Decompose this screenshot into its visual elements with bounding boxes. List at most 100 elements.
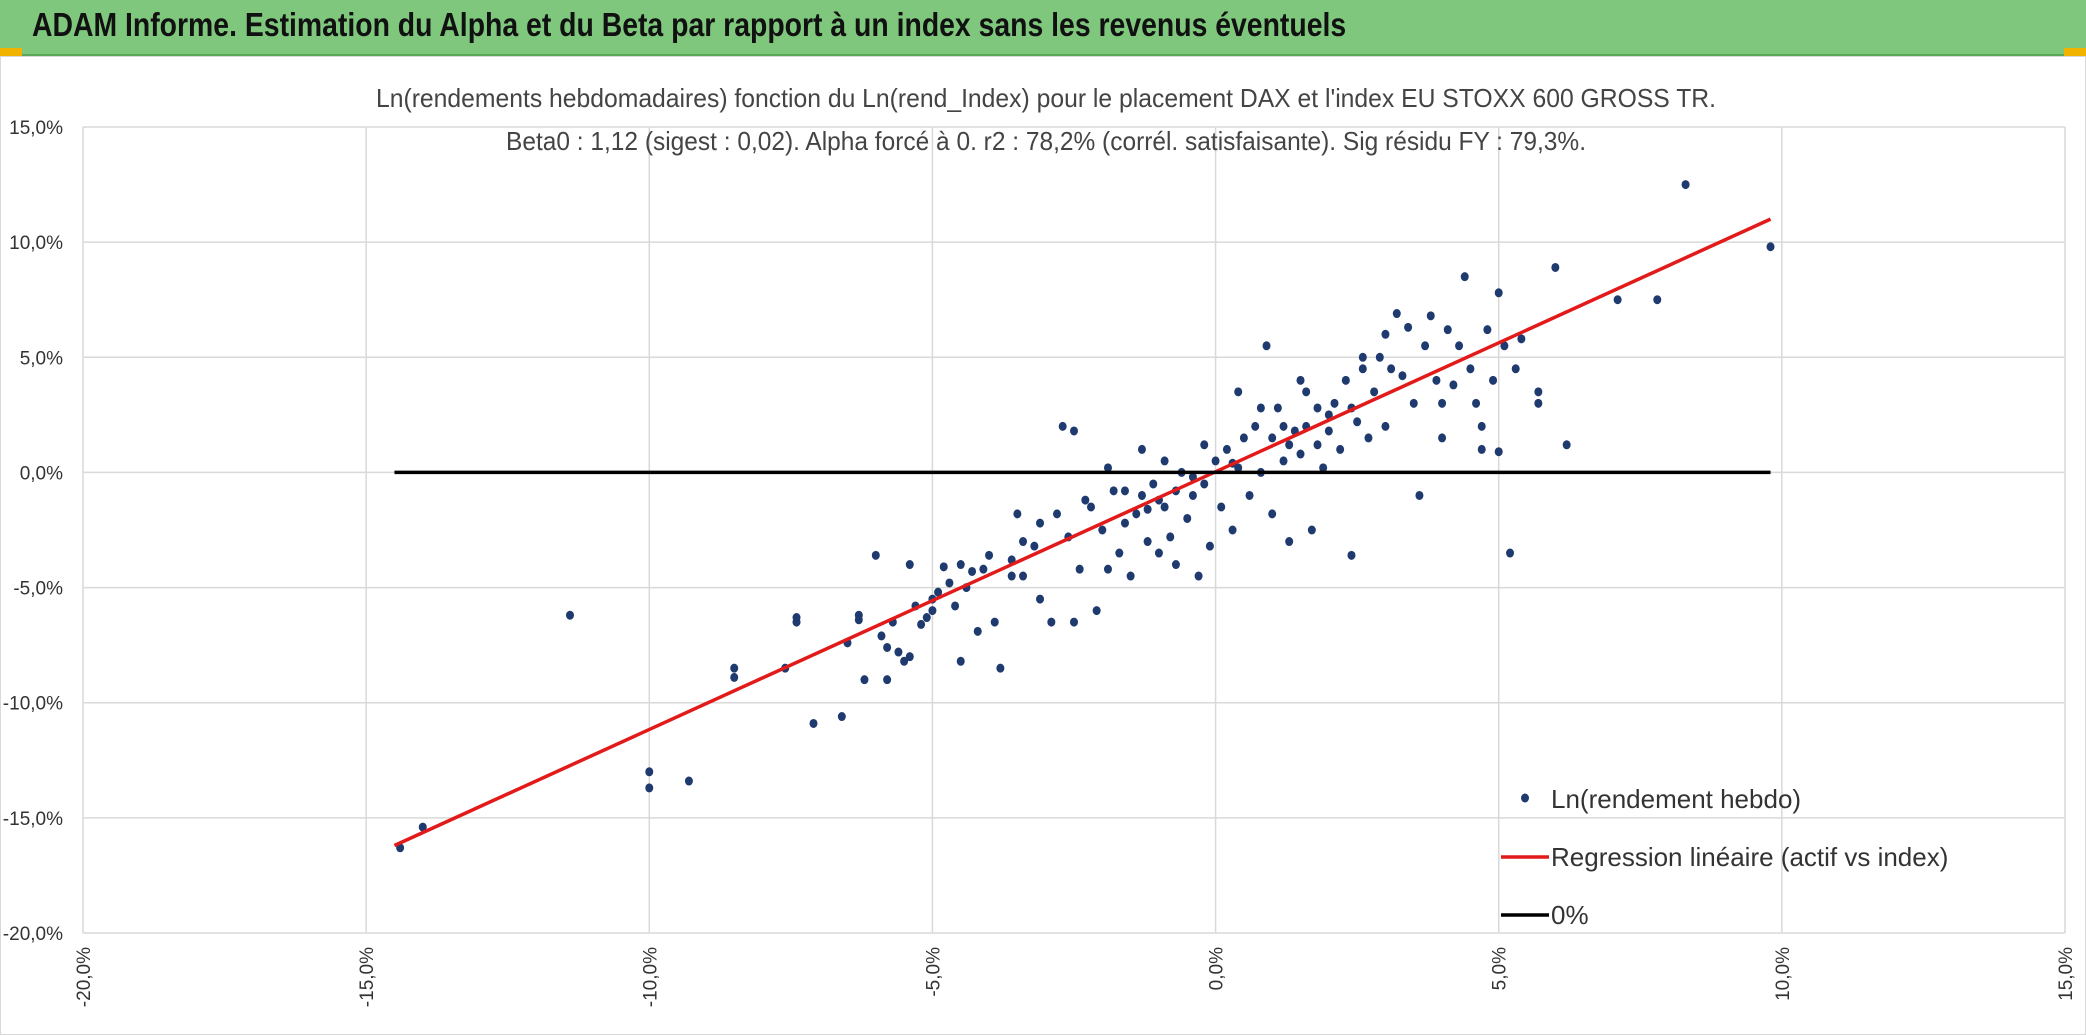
data-point bbox=[900, 656, 909, 666]
data-point bbox=[934, 587, 943, 597]
data-point bbox=[1364, 433, 1373, 443]
data-point bbox=[1449, 380, 1458, 390]
legend-label: Ln(rendement hebdo) bbox=[1551, 784, 1801, 814]
data-point bbox=[1019, 537, 1028, 547]
data-point bbox=[1239, 433, 1248, 443]
data-point bbox=[956, 560, 965, 570]
y-tick-label: 10,0% bbox=[9, 233, 63, 254]
data-point bbox=[1494, 447, 1503, 457]
data-point bbox=[1228, 525, 1237, 535]
data-point bbox=[1421, 341, 1430, 351]
data-point bbox=[1613, 295, 1622, 305]
data-point bbox=[1234, 387, 1243, 397]
data-point bbox=[1506, 548, 1515, 558]
data-point bbox=[956, 656, 965, 666]
data-point bbox=[1013, 509, 1022, 519]
data-point bbox=[1120, 518, 1129, 528]
data-point bbox=[1205, 541, 1214, 551]
regression-line bbox=[393, 217, 1772, 848]
data-point bbox=[1256, 403, 1265, 413]
data-point bbox=[1387, 364, 1396, 374]
data-point bbox=[1296, 449, 1305, 459]
data-point bbox=[1126, 571, 1135, 581]
data-point bbox=[1534, 387, 1543, 397]
data-point bbox=[1200, 440, 1209, 450]
data-point bbox=[1426, 311, 1435, 321]
data-point bbox=[1324, 410, 1333, 420]
data-point bbox=[1160, 502, 1169, 512]
data-point bbox=[1251, 421, 1260, 431]
data-point bbox=[883, 642, 892, 652]
data-point bbox=[1262, 341, 1271, 351]
chart-area: -20,0% -15,0% -10,0% -5,0% 0,0% 5,0% 10,0% 15,0… bbox=[0, 56, 2086, 1035]
data-point bbox=[1149, 479, 1158, 489]
data-point bbox=[418, 822, 427, 832]
data-point bbox=[1415, 490, 1424, 500]
data-point bbox=[1319, 463, 1328, 473]
y-tick-label: -15,0% bbox=[3, 809, 63, 830]
data-point bbox=[730, 663, 739, 673]
y-tick-label: -10,0% bbox=[3, 694, 63, 715]
data-point bbox=[979, 564, 988, 574]
data-point bbox=[1489, 375, 1498, 385]
data-point bbox=[1494, 288, 1503, 298]
data-point bbox=[922, 613, 931, 623]
data-point bbox=[1398, 371, 1407, 381]
data-point bbox=[1070, 426, 1078, 436]
data-point bbox=[1137, 444, 1146, 454]
data-point bbox=[1358, 352, 1367, 362]
data-point bbox=[1511, 364, 1520, 374]
data-point bbox=[1766, 242, 1775, 252]
data-point bbox=[1086, 502, 1095, 512]
data-point bbox=[1053, 509, 1062, 519]
data-point bbox=[1562, 440, 1571, 450]
data-point bbox=[985, 550, 994, 560]
data-point bbox=[854, 615, 863, 625]
data-point bbox=[1143, 504, 1152, 514]
data-point bbox=[1443, 325, 1452, 335]
data-point bbox=[1438, 398, 1447, 408]
data-point bbox=[1466, 364, 1475, 374]
x-tick-label: -20,0% bbox=[74, 947, 95, 1007]
data-point bbox=[1336, 444, 1345, 454]
data-point bbox=[1217, 502, 1226, 512]
data-point bbox=[1472, 398, 1481, 408]
data-point bbox=[1285, 440, 1294, 450]
data-point bbox=[1381, 329, 1390, 339]
data-point bbox=[1285, 537, 1294, 547]
data-point bbox=[1370, 387, 1379, 397]
data-point bbox=[730, 672, 739, 682]
data-point bbox=[1313, 440, 1322, 450]
data-point bbox=[1375, 352, 1384, 362]
data-point bbox=[1477, 444, 1486, 454]
data-point bbox=[996, 663, 1005, 673]
data-point bbox=[968, 566, 977, 576]
legend-label: 0% bbox=[1551, 900, 1589, 930]
data-point bbox=[1341, 375, 1350, 385]
data-point bbox=[1058, 421, 1067, 431]
data-point bbox=[1036, 518, 1045, 528]
data-point bbox=[1047, 617, 1056, 627]
x-tick-label: -10,0% bbox=[640, 947, 661, 1007]
data-point bbox=[1098, 525, 1107, 535]
legend-marker-scatter bbox=[1521, 793, 1529, 803]
data-point bbox=[684, 776, 693, 786]
data-point bbox=[1132, 509, 1141, 519]
y-tick-label: -5,0% bbox=[13, 579, 63, 600]
data-point bbox=[1279, 421, 1288, 431]
data-point bbox=[1188, 490, 1197, 500]
x-tick-label: 10,0% bbox=[1773, 947, 1794, 1001]
data-point bbox=[1115, 548, 1124, 558]
data-point bbox=[1681, 180, 1690, 190]
data-point bbox=[945, 578, 954, 588]
data-point bbox=[1324, 426, 1333, 436]
data-point bbox=[973, 626, 982, 636]
data-point bbox=[894, 647, 903, 657]
data-point bbox=[1109, 486, 1118, 496]
data-point bbox=[1030, 541, 1039, 551]
data-point bbox=[645, 767, 654, 777]
data-point bbox=[905, 560, 914, 570]
data-point bbox=[1347, 550, 1356, 560]
data-point bbox=[905, 652, 914, 662]
data-point bbox=[1166, 532, 1175, 542]
